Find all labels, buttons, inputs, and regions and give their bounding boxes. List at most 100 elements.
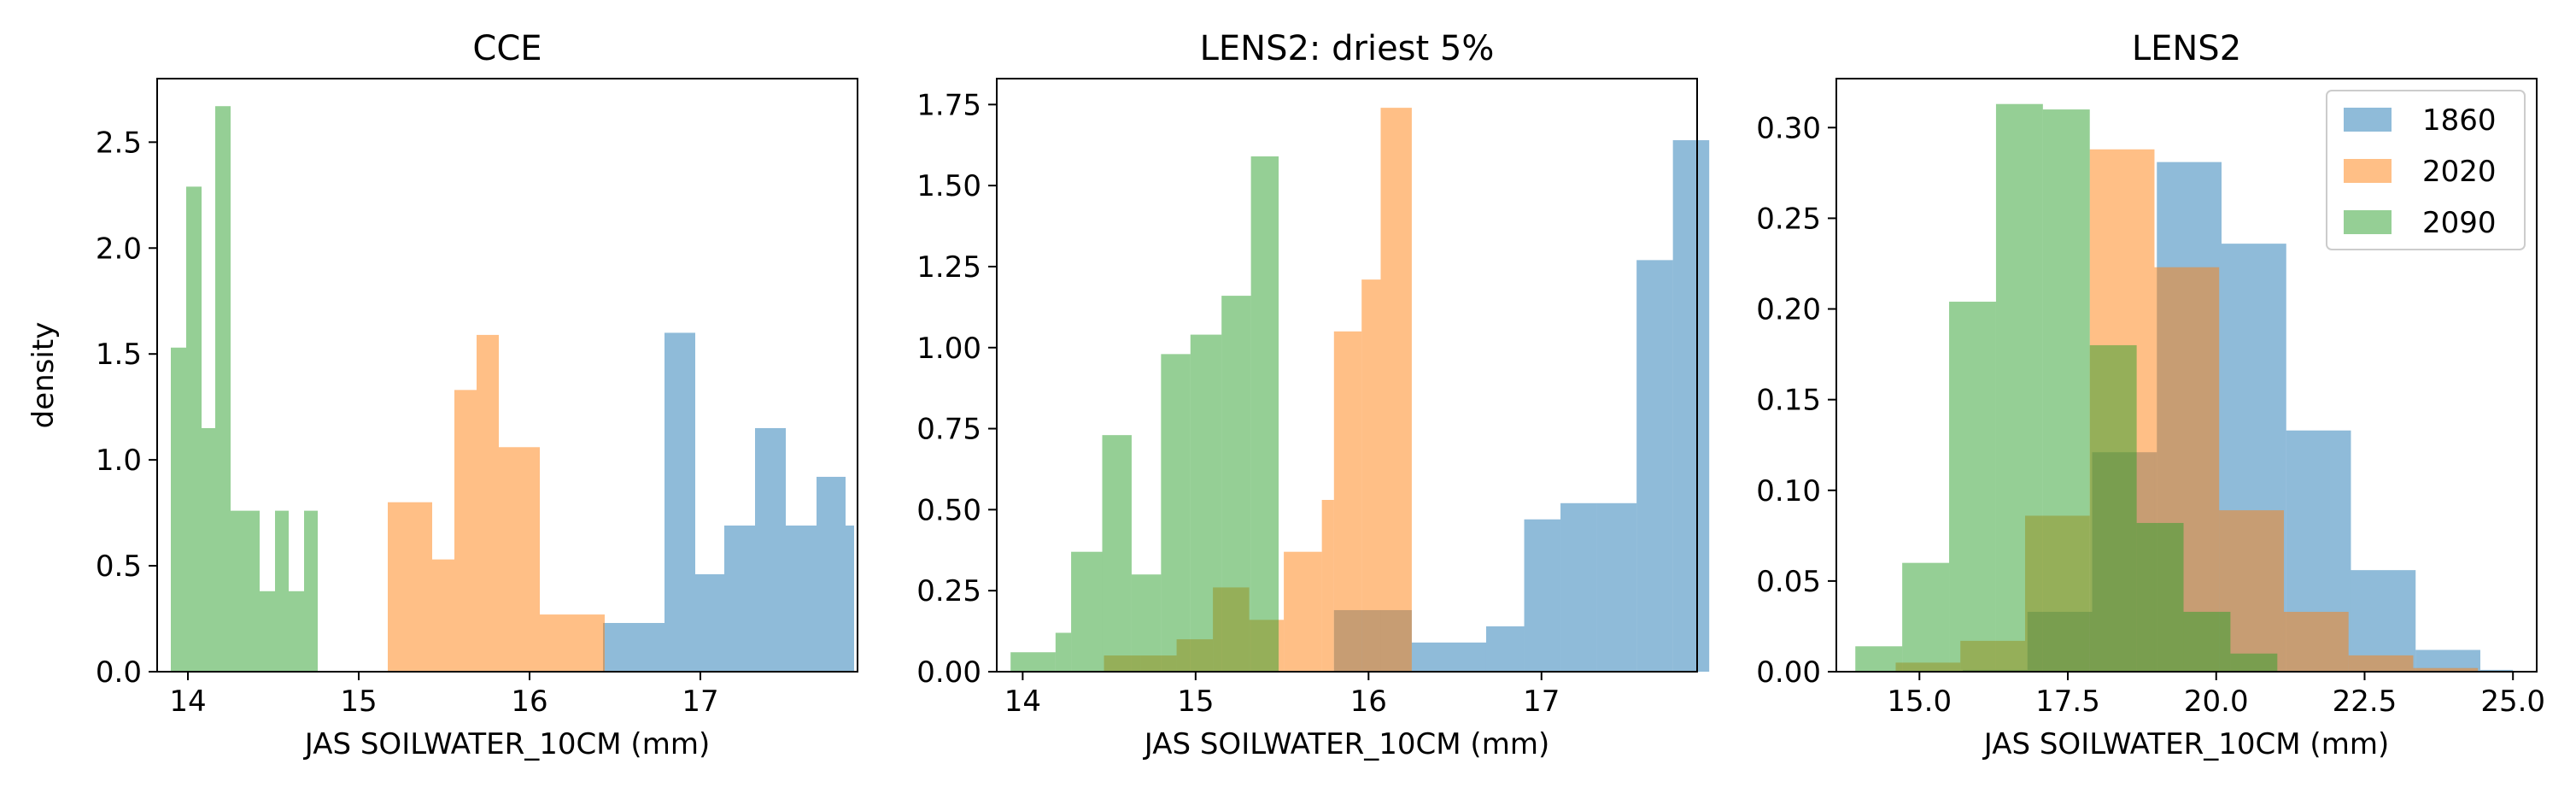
x-tick-label: 20.0 <box>2184 685 2249 719</box>
x-tick-label: 17.5 <box>2035 685 2100 719</box>
y-tick-label: 1.5 <box>96 338 142 372</box>
bar-1860-7 <box>817 476 846 672</box>
x-tick-label: 17 <box>1523 685 1560 719</box>
legend-swatch-2020 <box>2344 159 2392 183</box>
chart-title: LENS2: driest 5% <box>1200 29 1495 68</box>
x-tick-label: 14 <box>169 685 206 719</box>
bar-2020-6 <box>2283 611 2349 672</box>
x-tick-label: 15 <box>340 685 377 719</box>
y-tick-label: 0.15 <box>1756 384 1821 418</box>
y-tick-label: 0.00 <box>916 655 981 690</box>
x-tick-label: 16 <box>1350 685 1387 719</box>
bar-2090-4 <box>1131 574 1162 672</box>
legend-label-1860: 1860 <box>2422 103 2497 138</box>
y-tick-label: 0.05 <box>1756 565 1821 599</box>
bar-1860-6 <box>1636 260 1673 672</box>
bar-2020-9 <box>1380 108 1412 672</box>
bar-2090-3 <box>1102 435 1132 672</box>
bar-2090-8 <box>1250 156 1279 673</box>
bar-2090-5 <box>260 591 275 672</box>
legend-swatch-2090 <box>2344 210 2392 234</box>
bar-2020-5 <box>1284 551 1322 672</box>
bar-2090-7 <box>2183 611 2231 672</box>
bar-2020-3 <box>477 334 499 672</box>
y-tick-label: 0.25 <box>1756 202 1821 236</box>
bar-2090-0 <box>1010 652 1056 672</box>
panel-lens2-driest: 14 15 16 17 0.00 0.25 0.50 0.75 1.00 1.25 1.50 1.75… <box>916 29 1710 761</box>
bar-2090-6 <box>275 510 289 672</box>
bar-2090-7 <box>289 591 304 672</box>
y-tick-label: 1.50 <box>916 169 981 203</box>
y-tick-label: 1.75 <box>916 88 981 122</box>
bar-2090-4 <box>231 510 260 672</box>
y-tick-label: 0.25 <box>916 574 981 608</box>
bar-2090-4 <box>2042 109 2090 672</box>
bar-2090-2 <box>1071 551 1103 672</box>
legend-label-2020: 2020 <box>2422 155 2497 189</box>
legend-label-2090: 2090 <box>2422 206 2497 240</box>
bar-2090-6 <box>1190 334 1222 672</box>
bar-2020-8 <box>2413 667 2479 672</box>
x-tick-label: 25.0 <box>2480 685 2545 719</box>
x-tick-label: 15.0 <box>1887 685 1952 719</box>
bar-1860-0 <box>603 622 634 672</box>
axes-frame <box>156 78 858 673</box>
y-axis-label: density <box>26 322 61 429</box>
y-tick-label: 2.5 <box>96 126 142 160</box>
bar-1860-8 <box>846 525 854 672</box>
bar-1860-4 <box>724 525 755 672</box>
bar-1860-7 <box>1672 140 1710 673</box>
y-tick-label: 0.5 <box>96 549 142 584</box>
bar-1860-3 <box>1524 519 1561 672</box>
bar-2090-0 <box>171 347 186 672</box>
y-tick-label: 1.25 <box>916 250 981 285</box>
bar-2090-8 <box>2230 653 2278 672</box>
y-tick-label: 0.50 <box>916 493 981 527</box>
bar-1860-5 <box>1596 502 1637 672</box>
panel-cce: 14 15 16 17 0.0 0.5 1.0 1.5 2.0 2.5 CCE JAS SOILWAT… <box>26 29 858 761</box>
x-tick-label: 14 <box>1004 685 1041 719</box>
y-tick-label: 1.00 <box>916 332 981 366</box>
x-tick-label: 17 <box>682 685 718 719</box>
panel-lens2: 15.0 17.5 20.0 22.5 25.0 0.00 0.05 0.10 0.15 0.20… <box>1756 29 2545 761</box>
bar-2090-5 <box>2089 344 2137 672</box>
bar-2020-7 <box>2348 655 2414 672</box>
bar-1860-2 <box>664 332 695 672</box>
bar-2020-1 <box>432 559 454 672</box>
bar-2020-8 <box>1361 279 1381 672</box>
x-axis-label: JAS SOILWATER_10CM (mm) <box>1143 727 1549 761</box>
bar-2090-1 <box>1902 562 1950 672</box>
legend-swatch-1860 <box>2344 108 2392 132</box>
bar-1860-6 <box>2351 570 2416 672</box>
bar-1860-1 <box>634 622 664 672</box>
y-tick-label: 0.30 <box>1756 111 1821 145</box>
bar-2020-6 <box>1321 500 1334 672</box>
bar-2090-3 <box>215 106 231 672</box>
bar-1860-2 <box>1485 626 1525 672</box>
bar-2020-7 <box>1333 331 1362 672</box>
bar-2020-5 <box>540 614 605 672</box>
y-tick-label: 0.20 <box>1756 293 1821 327</box>
bar-2090-5 <box>1161 354 1191 672</box>
bar-2020-4 <box>499 447 540 672</box>
chart-title: LENS2 <box>2132 29 2241 68</box>
bar-1860-4 <box>1560 502 1597 672</box>
axes-frame <box>1835 78 2538 673</box>
x-axis-label: JAS SOILWATER_10CM (mm) <box>303 727 710 761</box>
bar-1860-6 <box>786 525 817 672</box>
y-tick-label: 0.75 <box>916 413 981 447</box>
bar-1860-8 <box>2479 669 2514 672</box>
bar-1860-3 <box>695 573 724 672</box>
bar-1860-1 <box>1411 642 1486 672</box>
chart-title: CCE <box>472 29 542 68</box>
y-tick-label: 2.0 <box>96 232 142 266</box>
bar-2090-2 <box>202 427 215 672</box>
bar-2020-2 <box>454 390 477 672</box>
bar-2090-1 <box>1055 632 1072 672</box>
x-tick-label: 22.5 <box>2333 685 2397 719</box>
bar-2090-7 <box>1221 296 1251 672</box>
bar-2090-8 <box>304 510 318 672</box>
y-tick-label: 1.0 <box>96 444 142 478</box>
legend: 1860 2020 2090 <box>2326 90 2526 250</box>
